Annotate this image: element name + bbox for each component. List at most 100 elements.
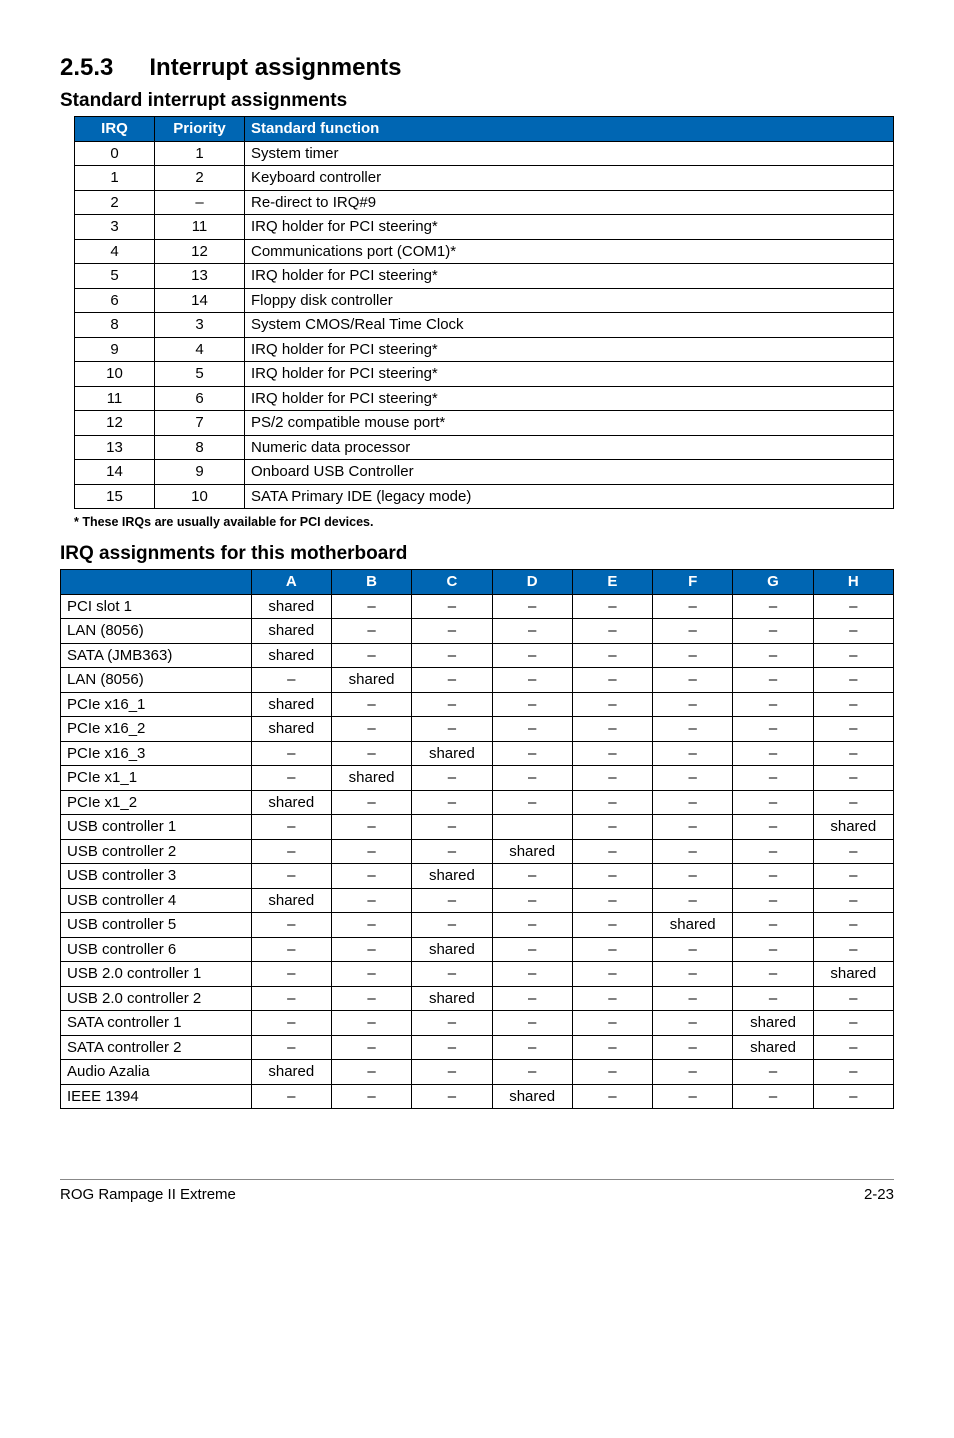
table-cell: – <box>251 937 331 962</box>
table-row: 127PS/2 compatible mouse port* <box>75 411 894 436</box>
table-cell: shared <box>251 717 331 742</box>
table-cell: Numeric data processor <box>245 435 894 460</box>
table-cell: – <box>331 1060 411 1085</box>
table-cell: – <box>733 913 813 938</box>
table-row: USB controller 2–––shared–––– <box>61 839 894 864</box>
table-row: USB controller 1––––––shared <box>61 815 894 840</box>
table-cell: – <box>251 864 331 889</box>
table-cell: 6 <box>155 386 245 411</box>
table2-col-header: G <box>733 570 813 595</box>
table-cell: – <box>733 643 813 668</box>
table-cell: – <box>331 913 411 938</box>
table-cell: shared <box>653 913 733 938</box>
table-cell: – <box>331 888 411 913</box>
table-cell: – <box>492 717 572 742</box>
table-cell: 10 <box>75 362 155 387</box>
table-row: PCI slot 1shared––––––– <box>61 594 894 619</box>
table-cell: – <box>251 741 331 766</box>
table-cell: 4 <box>75 239 155 264</box>
table-cell: – <box>572 937 652 962</box>
table-cell: – <box>331 692 411 717</box>
table-cell: – <box>813 1060 893 1085</box>
table-row: USB controller 6––shared––––– <box>61 937 894 962</box>
table2-col-header: E <box>572 570 652 595</box>
table-row: USB controller 3––shared––––– <box>61 864 894 889</box>
table-row: 311IRQ holder for PCI steering* <box>75 215 894 240</box>
table-cell: – <box>251 766 331 791</box>
table-cell: – <box>653 643 733 668</box>
table2-col-header: H <box>813 570 893 595</box>
table-cell: – <box>813 986 893 1011</box>
table-cell: 1 <box>155 141 245 166</box>
table-row: 105IRQ holder for PCI steering* <box>75 362 894 387</box>
table-cell: USB 2.0 controller 2 <box>61 986 252 1011</box>
table-cell: – <box>251 1011 331 1036</box>
table-cell: – <box>331 790 411 815</box>
table-cell: IRQ holder for PCI steering* <box>245 264 894 289</box>
table-cell: LAN (8056) <box>61 619 252 644</box>
table-cell: – <box>492 913 572 938</box>
table-cell: – <box>733 962 813 987</box>
table-row: USB controller 5–––––shared–– <box>61 913 894 938</box>
table-cell: – <box>813 1011 893 1036</box>
table-cell: 3 <box>155 313 245 338</box>
table-cell: – <box>412 692 492 717</box>
table-cell: – <box>331 839 411 864</box>
table-cell: – <box>813 766 893 791</box>
table-cell: – <box>492 790 572 815</box>
table-cell: – <box>412 790 492 815</box>
table-cell: IRQ holder for PCI steering* <box>245 362 894 387</box>
table-cell: USB controller 6 <box>61 937 252 962</box>
table-cell: – <box>155 190 245 215</box>
table-cell: PCIe x16_1 <box>61 692 252 717</box>
table-cell: – <box>653 815 733 840</box>
table-cell: – <box>733 766 813 791</box>
table-cell: – <box>572 1084 652 1109</box>
table-cell: 12 <box>75 411 155 436</box>
table-cell: 11 <box>75 386 155 411</box>
table-row: SATA controller 1––––––shared– <box>61 1011 894 1036</box>
table-cell: – <box>813 839 893 864</box>
table-cell: 8 <box>155 435 245 460</box>
table-cell: – <box>492 619 572 644</box>
table-cell: – <box>572 619 652 644</box>
table-cell: – <box>412 1084 492 1109</box>
table-row: PCIe x16_1shared––––––– <box>61 692 894 717</box>
table-cell: 13 <box>155 264 245 289</box>
table-cell: – <box>492 888 572 913</box>
table-cell: – <box>653 766 733 791</box>
table-cell: shared <box>331 668 411 693</box>
table-cell: – <box>653 668 733 693</box>
table-cell: – <box>733 937 813 962</box>
table-cell: – <box>813 717 893 742</box>
table-cell: SATA controller 2 <box>61 1035 252 1060</box>
table-cell: 1 <box>75 166 155 191</box>
table-row: Audio Azaliashared––––––– <box>61 1060 894 1085</box>
table-row: USB controller 4shared––––––– <box>61 888 894 913</box>
table-cell: SATA controller 1 <box>61 1011 252 1036</box>
table-cell: – <box>572 1035 652 1060</box>
table-row: 01System timer <box>75 141 894 166</box>
table-cell: – <box>813 594 893 619</box>
table-cell: USB controller 5 <box>61 913 252 938</box>
table-cell: – <box>492 962 572 987</box>
table-cell: USB controller 3 <box>61 864 252 889</box>
table-cell: – <box>412 643 492 668</box>
table-row: SATA controller 2––––––shared– <box>61 1035 894 1060</box>
table-cell: – <box>251 1035 331 1060</box>
table-cell: LAN (8056) <box>61 668 252 693</box>
table-cell: SATA (JMB363) <box>61 643 252 668</box>
table-cell: 6 <box>75 288 155 313</box>
table-row: 12Keyboard controller <box>75 166 894 191</box>
table-cell: – <box>653 692 733 717</box>
table-cell: Communications port (COM1)* <box>245 239 894 264</box>
table-cell: – <box>733 888 813 913</box>
table-cell: – <box>412 717 492 742</box>
table-row: 614Floppy disk controller <box>75 288 894 313</box>
table-cell: – <box>733 864 813 889</box>
table-cell: PCIe x16_2 <box>61 717 252 742</box>
table-cell: – <box>572 1060 652 1085</box>
table-cell: – <box>412 594 492 619</box>
table-cell: – <box>331 717 411 742</box>
footer-right: 2-23 <box>864 1186 894 1203</box>
